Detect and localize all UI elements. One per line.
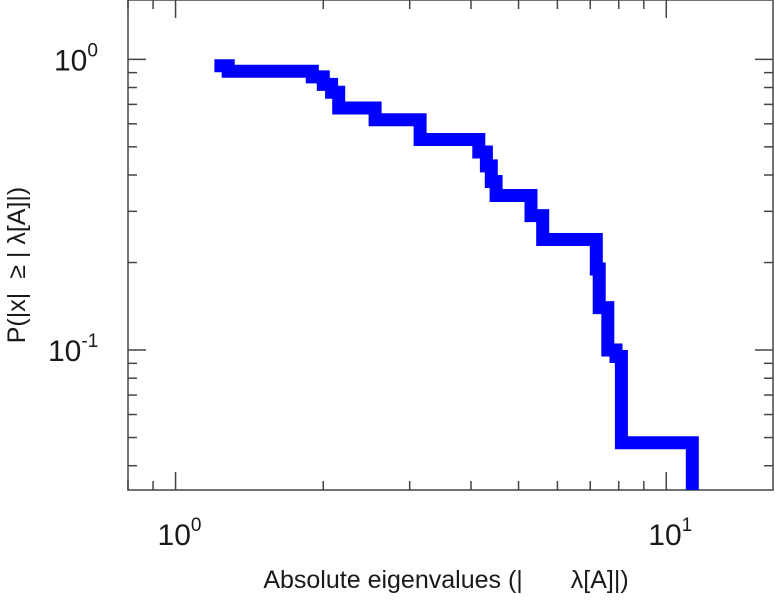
data-point [214,65,215,66]
x-tick-label-exponent: 1 [682,515,693,536]
x-axis-label-before: Absolute eigenvalues (| [263,566,522,594]
data-point [338,108,339,109]
data-point [542,239,543,240]
y-tick-label: 100 [54,40,98,77]
y-axis-label-after: ≥ | λ[A]|) [3,187,31,279]
series [214,59,699,491]
y-tick-label-exponent: 0 [87,40,98,61]
data-point [331,92,332,93]
data-point [486,165,487,166]
data-point [228,71,229,72]
y-tick-label-exponent: -1 [81,331,98,352]
data-point [621,442,622,443]
x-tick-label-base: 10 [158,519,191,552]
x-tick-label-exponent: 0 [191,515,202,536]
data-point [323,84,324,85]
x-axis-label-after: λ[A]|) [571,566,629,594]
data-point [596,269,597,270]
data-point [420,139,421,140]
data-point [530,215,531,216]
x-tick-label: 100 [158,515,202,552]
plot-frame [127,0,774,491]
data-point [599,307,600,308]
y-tick-label-base: 10 [54,44,87,77]
ticks [127,0,773,490]
data-point [478,151,479,152]
data-point [692,490,693,491]
y-tick-label: 10-1 [48,331,98,368]
y-axis-label-before: P(|x| [3,293,31,344]
data-point [496,195,497,196]
data-point [312,76,313,77]
data-point [607,350,608,351]
data-point [375,119,376,120]
y-axis-label: P(|x| ≥ | λ[A]|) [3,187,31,344]
data-point [491,181,492,182]
series-line [214,59,699,490]
x-axis-label: Absolute eigenvalues (| λ[A]|) [263,566,628,594]
y-tick-label-base: 10 [48,335,81,368]
x-tick-label: 101 [648,515,692,552]
data-point [616,356,617,357]
x-tick-label-base: 10 [648,519,681,552]
